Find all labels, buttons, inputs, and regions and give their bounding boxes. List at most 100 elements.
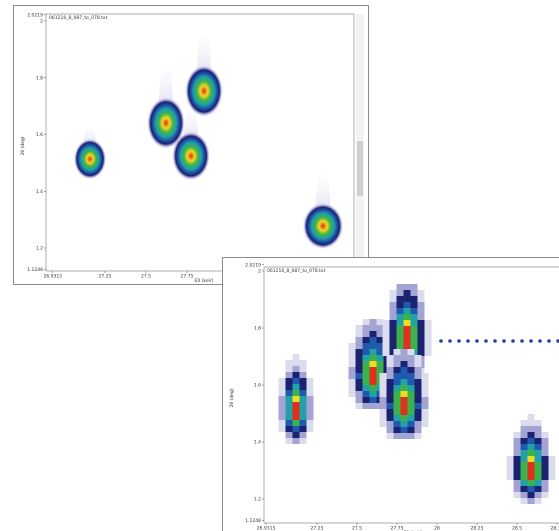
heat-cell — [396, 296, 404, 302]
heat-cell — [527, 492, 535, 498]
heat-cell — [299, 390, 307, 396]
heat-cell — [299, 396, 307, 402]
heat-cell — [355, 337, 363, 343]
plot-window[interactable]: 061216_8_087_to_078.txt 2.0219 2 1.8 1.6 1.4 1… — [13, 5, 369, 285]
heat-cell — [382, 344, 390, 350]
heat-cell — [355, 361, 363, 367]
heat-cell — [417, 296, 425, 302]
y-axis-label: 2θ (deg) — [229, 388, 235, 407]
heat-cell — [414, 415, 422, 421]
heat-cell — [513, 462, 521, 468]
heat-cell — [527, 498, 535, 504]
y-tick-label: 1.4 — [254, 440, 261, 446]
heat-cell — [541, 474, 549, 480]
heat-cell — [299, 408, 307, 414]
heat-cell — [414, 361, 422, 367]
guide-dot — [439, 339, 443, 343]
heat-cell — [527, 474, 535, 480]
plot-window[interactable]: 061216_8_087_to_078.txt 2.0219 2 1.8 1.6 1.4 1… — [222, 257, 559, 531]
heat-cell — [278, 414, 286, 420]
heat-cell — [520, 492, 528, 498]
heat-cell — [299, 366, 307, 372]
heat-cell — [285, 384, 293, 390]
heat-cell — [506, 468, 514, 474]
heat-cell — [393, 379, 401, 385]
heat-cell — [376, 319, 384, 325]
heat-cell — [414, 433, 422, 439]
heat-cell — [410, 314, 418, 320]
heat-cell — [285, 372, 293, 378]
heat-cell — [534, 420, 542, 426]
heat-cell — [285, 414, 293, 420]
heat-cell — [285, 390, 293, 396]
heat-cell — [393, 415, 401, 421]
heat-blob — [147, 97, 185, 149]
heat-cell — [414, 385, 422, 391]
heat-cell — [396, 344, 404, 350]
heat-cell — [403, 290, 411, 296]
heat-cell — [534, 480, 542, 486]
heat-cell — [421, 409, 429, 415]
heat-cell — [362, 331, 370, 337]
heat-cell — [534, 450, 542, 456]
heat-cell — [369, 343, 377, 349]
heat-cell — [534, 432, 542, 438]
heat-cell — [369, 367, 377, 373]
heat-cell — [520, 420, 528, 426]
heat-cell — [403, 320, 411, 326]
heat-cell — [414, 409, 422, 415]
heat-cell — [417, 308, 425, 314]
heat-cell — [400, 421, 408, 427]
heat-cell — [541, 432, 549, 438]
heat-cell — [414, 379, 422, 385]
heat-cell — [424, 344, 432, 350]
heat-cell — [389, 308, 397, 314]
heat-cell — [534, 426, 542, 432]
heat-cell — [403, 302, 411, 308]
heat-cell — [400, 415, 408, 421]
heat-cell — [407, 433, 415, 439]
heat-cell — [393, 391, 401, 397]
heat-cell — [306, 408, 314, 414]
heat-cell — [355, 325, 363, 331]
heat-cell — [362, 355, 370, 361]
heat-cell — [513, 468, 521, 474]
heat-cell — [382, 332, 390, 338]
heat-cell — [299, 360, 307, 366]
heat-cell — [541, 492, 549, 498]
heat-cell — [382, 326, 390, 332]
heat-cell — [400, 349, 408, 355]
heat-cell — [285, 432, 293, 438]
heat-cell — [306, 426, 314, 432]
heat-cell — [513, 438, 521, 444]
heat-cell — [379, 379, 387, 385]
heat-cell — [379, 403, 387, 409]
y-tick-label: 2.0219 — [245, 262, 261, 268]
y-tick-label: 1.2 — [36, 246, 43, 252]
heat-cell — [355, 385, 363, 391]
heat-blob — [185, 65, 223, 117]
heat-cell — [299, 426, 307, 432]
heat-cell — [306, 402, 314, 408]
heat-cell — [362, 325, 370, 331]
heat-cell — [382, 350, 390, 356]
x-tick-label: 26.9315 — [43, 274, 62, 280]
heat-cell — [520, 468, 528, 474]
heat-cell — [362, 361, 370, 367]
heat-cell — [407, 397, 415, 403]
plot-frame — [263, 266, 559, 524]
scrollbar-thumb — [357, 141, 363, 196]
heat-cell — [299, 414, 307, 420]
heat-cell — [379, 421, 387, 427]
heat-cell — [541, 438, 549, 444]
heat-cell — [527, 414, 535, 420]
heat-cell — [292, 426, 300, 432]
heat-cell — [407, 421, 415, 427]
heat-cell — [410, 320, 418, 326]
guide-dot — [502, 339, 506, 343]
heat-cell — [285, 378, 293, 384]
heat-cell — [376, 325, 384, 331]
heat-cell — [527, 468, 535, 474]
